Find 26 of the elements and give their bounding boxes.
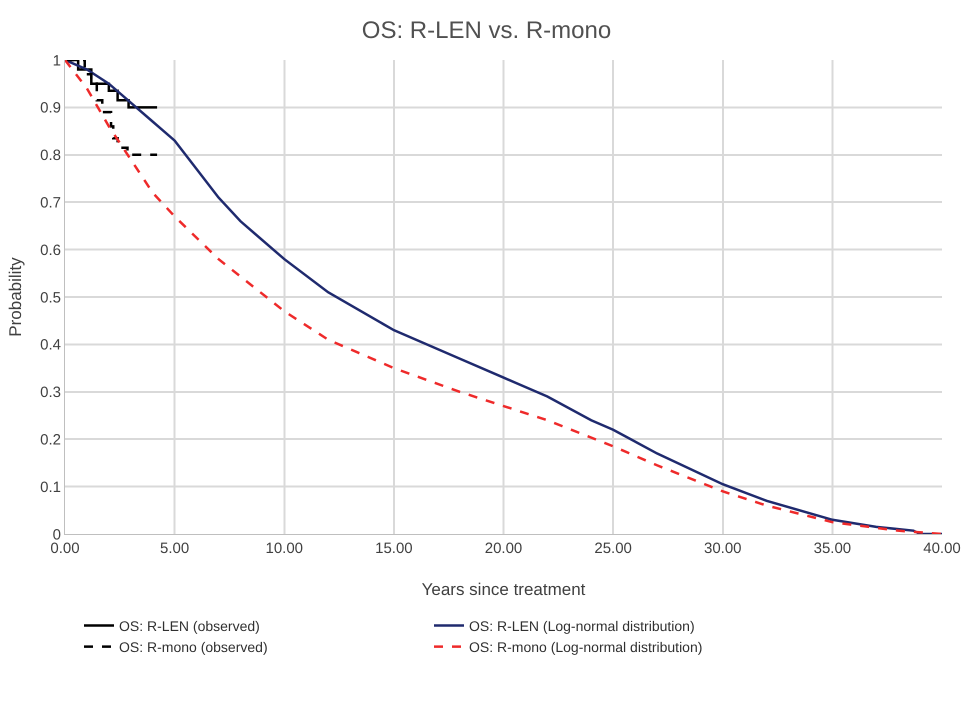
legend-label: OS: R-LEN (observed) (119, 618, 260, 634)
x-tick-label: 40.00 (923, 540, 961, 557)
y-tick-label: 0.2 (40, 431, 61, 448)
legend-label: OS: R-LEN (Log-normal distribution) (469, 618, 695, 634)
y-tick-label: 0.5 (40, 289, 61, 306)
y-axis-title: Probability (6, 256, 25, 337)
x-tick-label: 30.00 (704, 540, 742, 557)
x-tick-label: 35.00 (814, 540, 852, 557)
y-tick-label: 0.9 (40, 100, 61, 117)
legend-label: OS: R-mono (Log-normal distribution) (469, 639, 702, 656)
y-tick-label: 0.4 (40, 336, 61, 354)
y-tick-label: 0.1 (40, 478, 61, 496)
x-tick-label: 5.00 (160, 540, 190, 557)
y-tick-label: 1 (52, 52, 61, 70)
x-tick-label: 10.00 (265, 540, 304, 557)
x-tick-label: 15.00 (375, 540, 413, 557)
y-tick-label: 0.8 (40, 147, 61, 164)
y-tick-label: 0.7 (40, 194, 61, 212)
y-tick-label: 0.3 (40, 384, 61, 402)
x-tick-label: 20.00 (484, 540, 522, 557)
x-axis-title: Years since treatment (422, 580, 586, 599)
chart-title: OS: R-LEN vs. R-mono (362, 17, 612, 44)
legend-label: OS: R-mono (observed) (119, 639, 268, 656)
line-series (65, 60, 942, 534)
x-tick-label: 25.00 (594, 540, 632, 557)
y-tick-label: 0.6 (40, 242, 61, 259)
